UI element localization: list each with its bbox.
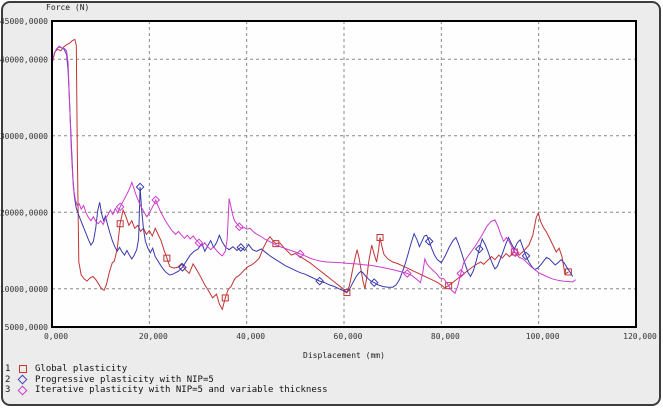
x-axis-title: Displacement (mm) — [303, 351, 385, 360]
legend-label: Progressive plasticity with NIP=5 — [35, 374, 214, 385]
y-axis-title: Force (N) — [46, 3, 90, 12]
svg-text:5000,0000: 5000,0000 — [5, 323, 49, 332]
svg-text:30000,0000: 30000,0000 — [0, 132, 48, 141]
legend-label: Iterative plasticity with NIP=5 and vari… — [35, 385, 328, 395]
svg-text:40000,0000: 40000,0000 — [0, 55, 48, 64]
legend-number: 2 — [5, 374, 11, 385]
red-square-marker-icon — [19, 365, 27, 374]
svg-text:100,000: 100,000 — [526, 332, 560, 341]
svg-text:20000,0000: 20000,0000 — [0, 208, 48, 217]
svg-text:10000,0000: 10000,0000 — [0, 285, 48, 294]
legend-item-progressive-plasticity: 2 Progressive plasticity with NIP=5 — [5, 375, 328, 386]
svg-text:20,000: 20,000 — [139, 332, 168, 341]
legend-number: 1 — [5, 364, 11, 374]
svg-text:45000,0000: 45000,0000 — [0, 17, 48, 26]
svg-text:80,000: 80,000 — [431, 332, 460, 341]
legend-item-iterative-plasticity: 3 Iterative plasticity with NIP=5 and va… — [5, 385, 328, 396]
svg-text:0,000: 0,000 — [44, 332, 68, 341]
svg-text:60,000: 60,000 — [334, 332, 363, 341]
blue-diamond-marker-icon — [17, 374, 28, 385]
svg-text:120,000: 120,000 — [623, 332, 657, 341]
legend-item-global-plasticity: 1 Global plasticity — [5, 364, 328, 375]
legend-number: 3 — [5, 385, 11, 395]
legend: 1 Global plasticity 2 Progressive plasti… — [5, 364, 328, 396]
legend-label: Global plasticity — [35, 364, 128, 374]
svg-text:40,000: 40,000 — [236, 332, 265, 341]
magenta-diamond-marker-icon — [17, 385, 28, 396]
